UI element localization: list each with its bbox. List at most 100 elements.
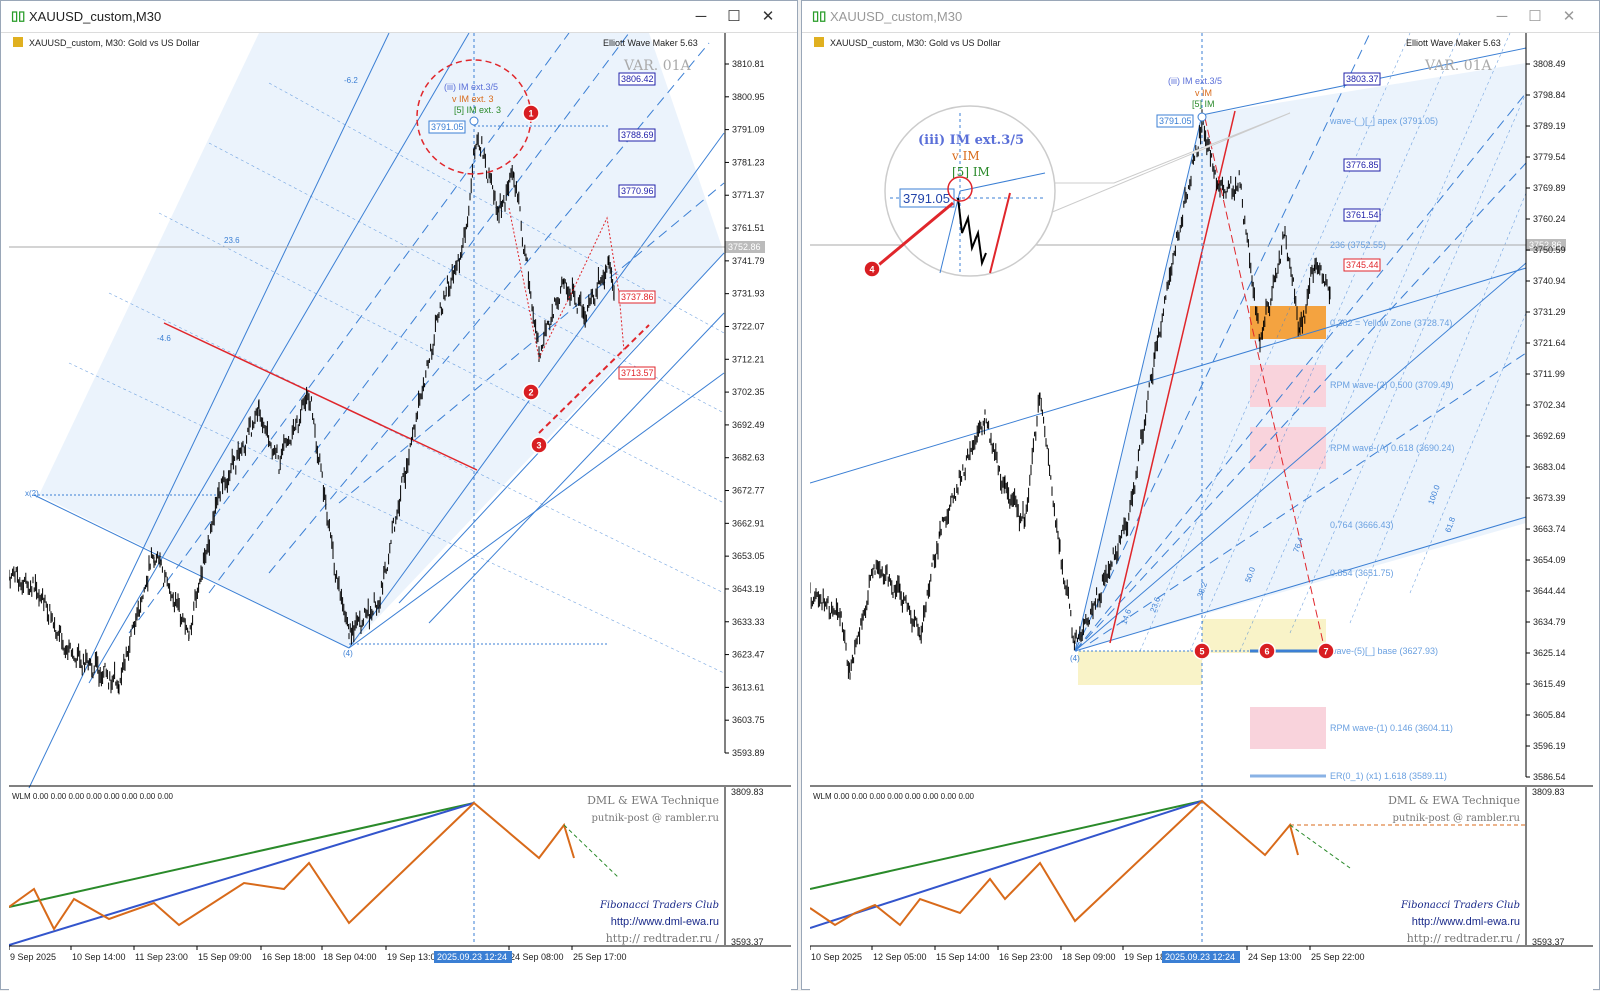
credit-5: http:// redtrader.ru / [1407, 932, 1521, 945]
fork-dashed-line [128, 33, 570, 634]
fib-level-label: RPM wave-(1) 0.146 (3604.11) [1330, 723, 1453, 733]
price-box: 3788.69 [621, 130, 654, 140]
current-price-tag [1526, 239, 1566, 251]
pink-zone [1250, 427, 1326, 469]
y-tick-label: 3662.91 [732, 518, 765, 528]
marker-3: 3 [536, 441, 541, 451]
y-tick-label: 3760.24 [1533, 214, 1566, 224]
zoom-arrow [874, 201, 954, 270]
marker-6-dot [1258, 642, 1276, 660]
wave-4-label: (4) [1070, 654, 1080, 663]
cursor-time-label: 2025.09.23 12:24 [437, 952, 507, 962]
y-tick-label: 3692.69 [1533, 431, 1566, 441]
minimize-button[interactable]: ─ [1496, 8, 1508, 25]
window-titlebar[interactable]: ▯▯ XAUUSD_custom,M30 ─ ☐ ✕ [1, 1, 797, 33]
chart-window-right[interactable]: ▯▯ XAUUSD_custom,M30 ─ ☐ ✕ wave-(_)[_] a… [801, 0, 1600, 991]
wave-4-label: (4) [343, 649, 353, 658]
price-box: 3803.37 [1346, 74, 1379, 84]
y-tick-label: 3643.19 [732, 584, 765, 594]
marker-4: 4 [869, 265, 874, 275]
x-tick-label: 16 Sep 23:00 [999, 952, 1053, 962]
fork-grid-line [1289, 92, 1527, 634]
zoom-highlight-ring [947, 176, 973, 202]
fan-label: -6.2 [344, 76, 358, 85]
fib-level-label: wave-(_)[_] apex (3791.05) [1329, 116, 1438, 126]
price-box-frame [618, 366, 656, 380]
maximize-button[interactable]: ☐ [727, 8, 741, 25]
fib-level-label: wave-(5)[_] base (3627.93) [1329, 646, 1438, 656]
y-tick-label: 3603.75 [732, 715, 765, 725]
close-button[interactable]: ✕ [1562, 8, 1576, 25]
price-box-frame [1343, 258, 1381, 272]
wave-label: [5] IM [1192, 99, 1215, 109]
candlestick-icon: ▯▯ [11, 8, 26, 23]
zoom-fork-line [939, 190, 961, 274]
y-tick-label: 3810.81 [732, 59, 765, 69]
close-button[interactable]: ✕ [761, 8, 775, 25]
y-tick-label: 3731.29 [1533, 307, 1566, 317]
minimize-button[interactable]: ─ [695, 8, 707, 25]
zoom-wave-label: [5] IM [952, 165, 990, 179]
chart-canvas-left[interactable]: (iii) IM ext.3/5 v IM ext. 3[5] IM ext. 3… [9, 33, 791, 991]
price-box: 3713.57 [621, 368, 654, 378]
top-label-box-frame [428, 120, 466, 134]
y-tick-label: 3781.23 [732, 157, 765, 167]
fork-line [33, 494, 350, 649]
y-tick-label: 3654.09 [1533, 555, 1566, 565]
x-tick-label: 19 Sep 18:00 [1124, 952, 1178, 962]
cursor-time-tag [434, 951, 512, 963]
wave-label: [5] IM ext. 3 [454, 105, 501, 115]
pink-zone [1250, 707, 1326, 749]
wave-5-node [469, 116, 479, 126]
credit-5: http:// redtrader.ru / [606, 932, 720, 945]
credit-3: Fibonacci Traders Club [1400, 900, 1520, 911]
fork-grid-line [1139, 33, 1411, 652]
ind-green-dash [563, 824, 620, 879]
y-tick-label: 3791.09 [732, 125, 765, 135]
red-dashed-line [1204, 117, 1326, 652]
wave-5-node [1197, 112, 1207, 122]
red-wave-line [1109, 110, 1236, 644]
chart-canvas-right[interactable]: wave-(_)[_] apex (3791.05) 236 (3752.55) 0… [810, 33, 1593, 991]
maximize-button[interactable]: ☐ [1528, 8, 1542, 25]
y-tick-label: 3740.94 [1533, 276, 1566, 286]
y-tick-label: 3761.51 [732, 223, 765, 233]
fork-line [398, 252, 725, 604]
marker-5: 5 [1199, 647, 1204, 657]
ind-bottom-value: 3593.37 [731, 937, 764, 947]
marker-6: 6 [1264, 647, 1269, 657]
y-tick-label: 3663.74 [1533, 524, 1566, 534]
wlm-label: WLM 0.00 0.00 0.00 0.00 0.00 0.00 0.00 0… [12, 792, 174, 801]
cursor-time-label: 2025.09.23 12:24 [1165, 952, 1235, 962]
x-tick-label: 24 Sep 08:00 [510, 952, 564, 962]
yellow-zone [1078, 651, 1202, 685]
window-titlebar[interactable]: ▯▯ XAUUSD_custom,M30 ─ ☐ ✕ [802, 1, 1599, 33]
x-tick-label: 15 Sep 09:00 [198, 952, 252, 962]
zoom-wave-label: v IM [951, 149, 980, 163]
fan-label: -4.6 [157, 334, 171, 343]
x-tick-label: 18 Sep 04:00 [323, 952, 377, 962]
price-series [810, 109, 1331, 680]
marker-1-dot [522, 104, 540, 122]
chart-header: XAUUSD_custom, M30: Gold vs US Dollar [29, 38, 200, 48]
y-tick-label: 3625.14 [1533, 648, 1566, 658]
fork-line [1074, 516, 1527, 652]
y-tick-label: 3789.19 [1533, 121, 1566, 131]
marker-2: 2 [528, 388, 533, 398]
chart-window-left[interactable]: ▯▯ XAUUSD_custom,M30 ─ ☐ ✕ (iii) IM ext.… [0, 0, 798, 991]
zoom-price-label: 3791.05 [903, 191, 950, 206]
marker-5-dot [1193, 642, 1211, 660]
ewm-label: Elliott Wave Maker 5.63 [1406, 38, 1501, 48]
fork-line [1074, 262, 1527, 652]
y-tick-label: 3800.95 [732, 92, 765, 102]
window-title: XAUUSD_custom,M30 [29, 9, 162, 24]
y-tick-label: 3712.21 [732, 354, 765, 364]
symbol-icon [13, 37, 23, 47]
ind-green-line [810, 800, 1203, 890]
price-box-frame [618, 290, 656, 304]
y-tick-label: 3672.77 [732, 486, 765, 496]
ind-top-value: 3809.83 [1532, 787, 1565, 797]
y-tick-label: 3771.37 [732, 190, 765, 200]
red-zigzag [508, 207, 625, 360]
ind-bottom-value: 3593.37 [1532, 937, 1565, 947]
